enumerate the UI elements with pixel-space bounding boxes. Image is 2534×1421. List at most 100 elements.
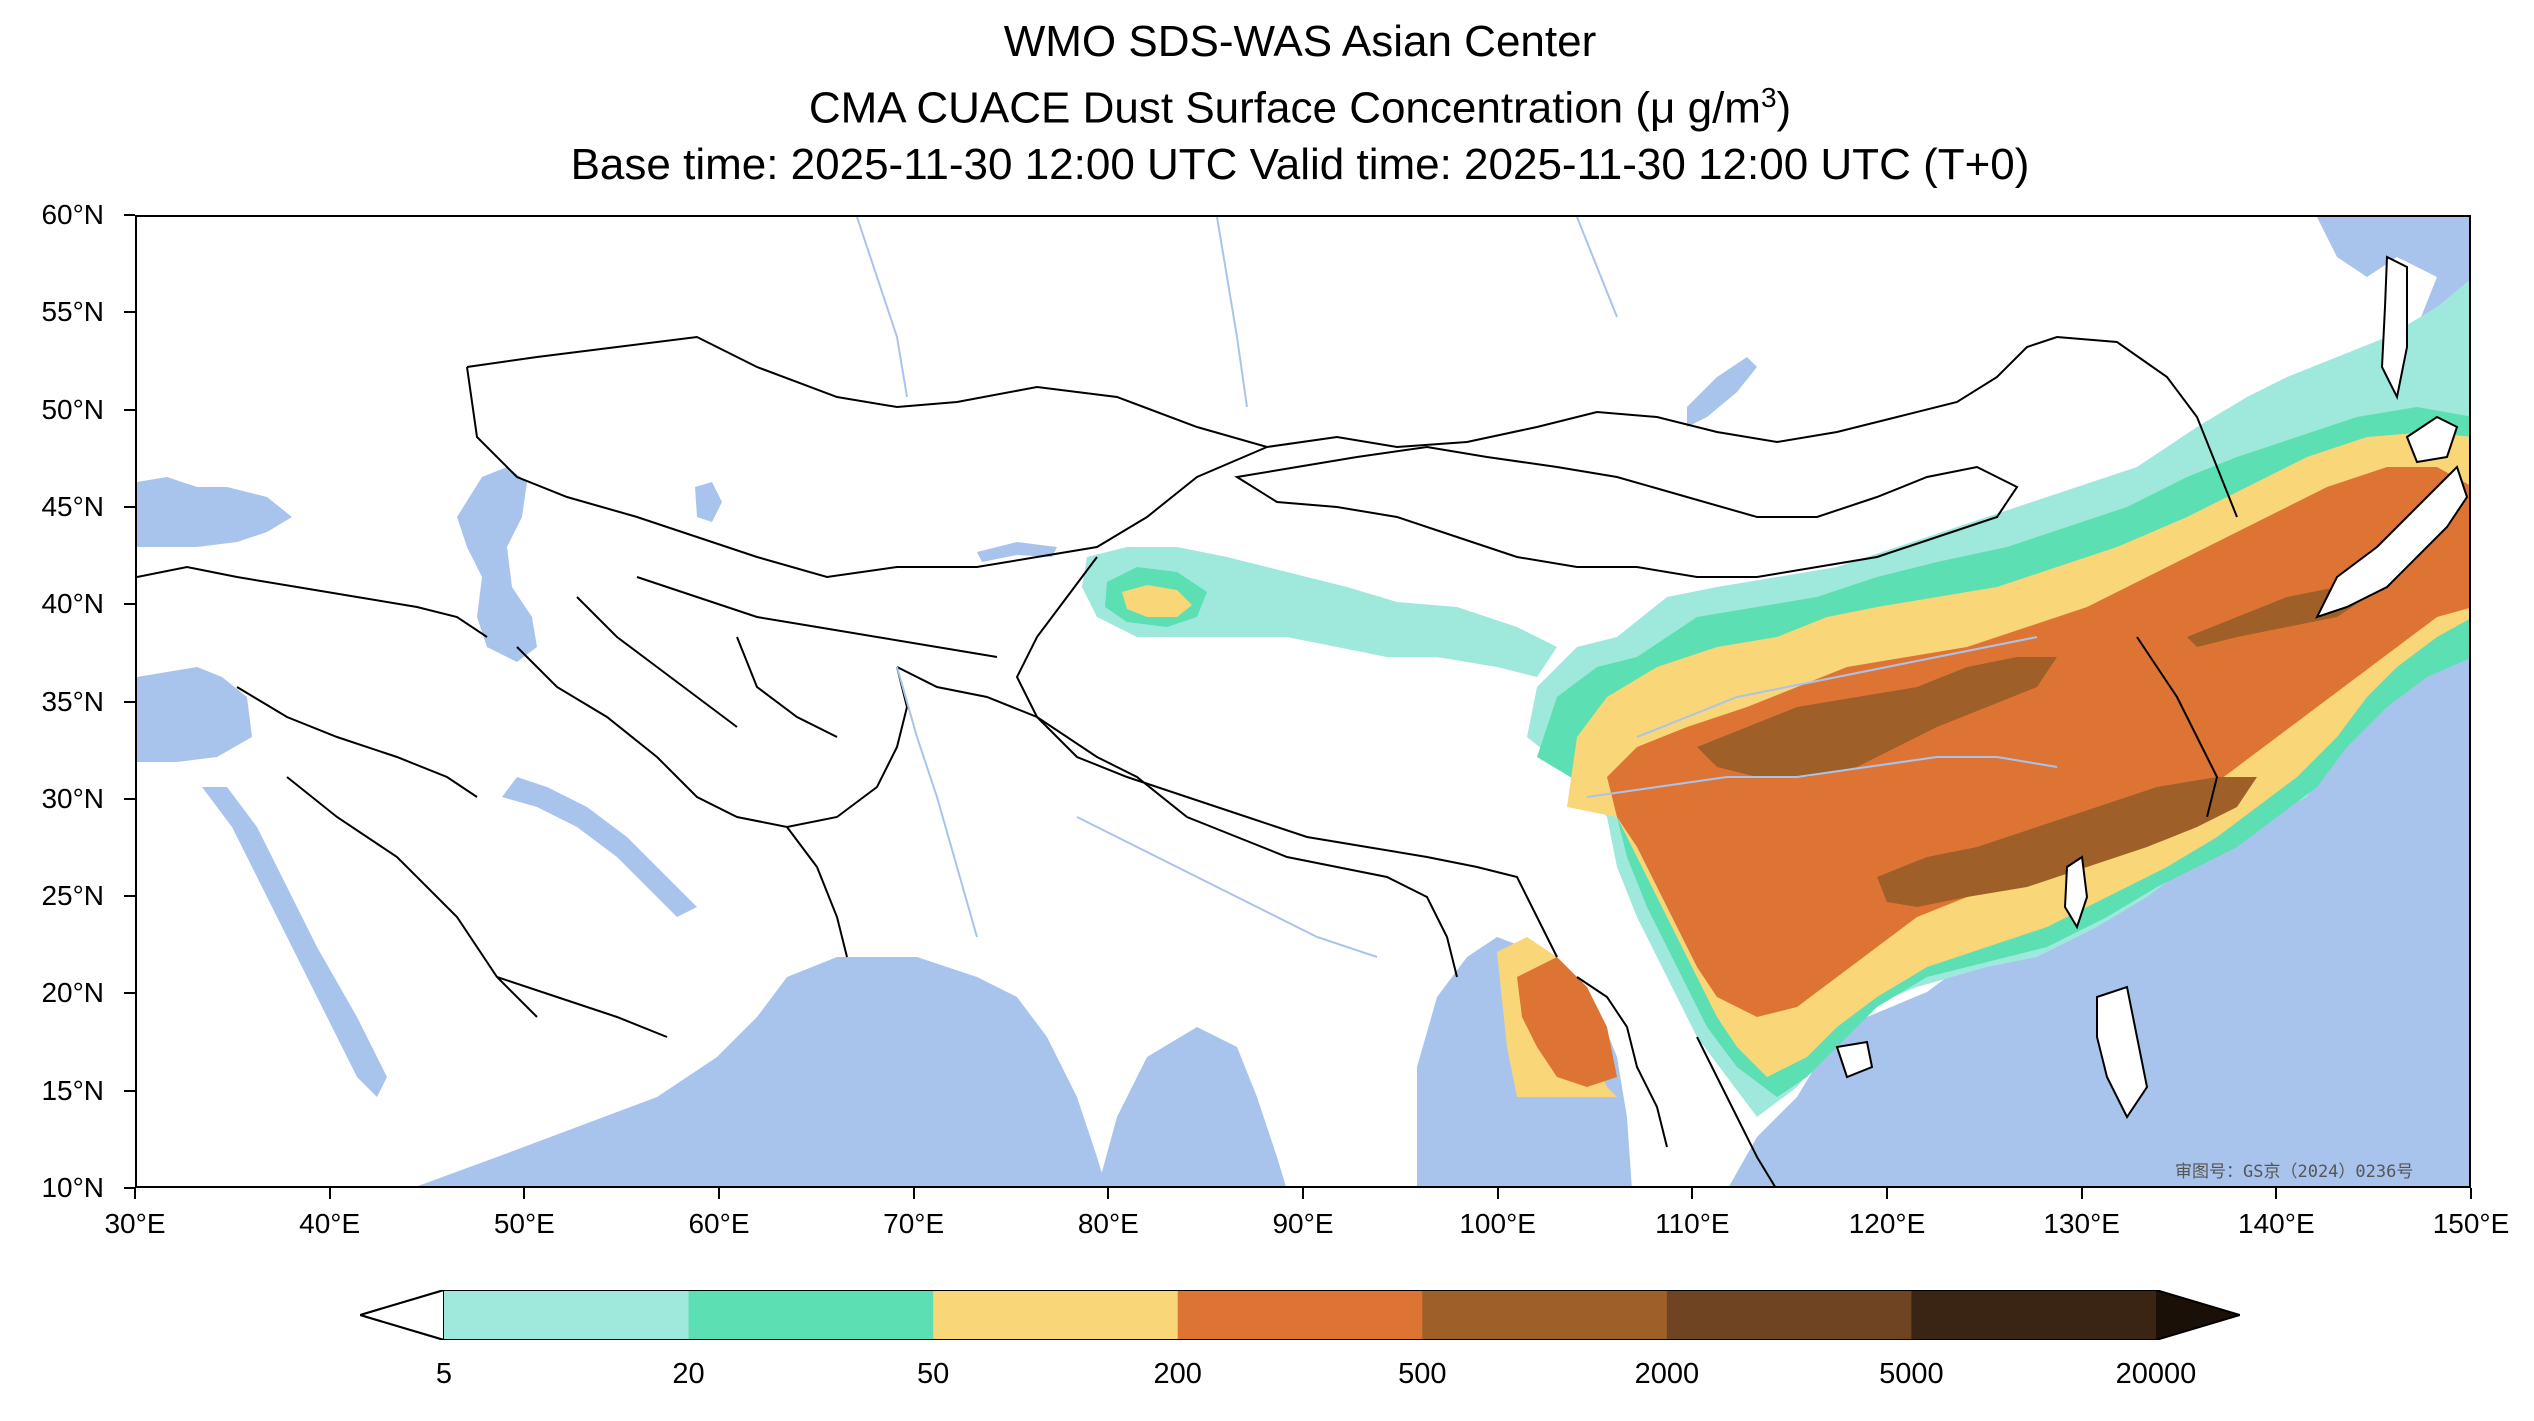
colorbar-segment <box>1911 1290 2157 1340</box>
dust-level-500 <box>1697 587 2367 907</box>
map-canvas[interactable] <box>137 217 2471 1188</box>
red-sea <box>202 787 387 1097</box>
title-line-3: Base time: 2025-11-30 12:00 UTC Valid ti… <box>570 139 2030 189</box>
lon-tick-label: 30°E <box>104 1208 166 1239</box>
title-unit: μ g/m <box>1650 83 1761 133</box>
colorbar <box>360 1290 2240 1340</box>
lon-tick-label: 100°E <box>1459 1208 1536 1239</box>
japan-hokkaido <box>2405 415 2459 464</box>
lat-tick-mark <box>124 408 135 411</box>
lat-tick-label: 20°N <box>41 977 104 1009</box>
arabian-sea-east <box>1098 1027 1286 1186</box>
hainan <box>1835 1040 1874 1079</box>
india-border <box>896 666 1458 978</box>
lon-tick-mark <box>1496 1188 1499 1199</box>
colorbar-segment <box>688 1290 934 1340</box>
ob-river <box>856 217 908 398</box>
lat-tick-label: 35°N <box>41 685 104 717</box>
lake-balkhash <box>977 542 1057 562</box>
lat-tick-mark <box>124 1187 135 1189</box>
title-block: WMO SDS-WAS Asian Center CMA CUACE Dust … <box>0 14 2534 193</box>
persian-gulf <box>502 777 697 917</box>
lat-tick-mark <box>124 797 135 800</box>
lon-tick-mark <box>1302 1188 1304 1199</box>
aral-sea <box>695 482 722 522</box>
dust-level-50-tarim <box>1122 585 1192 617</box>
lon-tick-mark <box>1886 1188 1888 1199</box>
lat-tick-label: 45°N <box>41 490 104 522</box>
lake-baikal <box>1687 357 1757 427</box>
arabian-sea <box>417 957 1106 1186</box>
lena-river <box>1576 217 1618 318</box>
colorbar-under-arrow <box>360 1290 445 1340</box>
lon-tick-mark <box>1691 1188 1694 1199</box>
lat-tick-label: 60°N <box>41 199 104 230</box>
lat-tick-mark <box>124 311 135 314</box>
indochina-borders <box>1576 976 1776 1186</box>
lon-tick-label: 130°E <box>2043 1208 2120 1239</box>
china-west-border <box>1015 556 1558 958</box>
lon-tick-label: 50°E <box>493 1208 555 1239</box>
colorbar-segment <box>444 1290 690 1340</box>
lon-tick-mark <box>1107 1188 1110 1199</box>
country-borders <box>137 335 2238 1186</box>
colorbar-level-label: 20000 <box>2115 1358 2197 1390</box>
yangtze-river <box>1586 756 2058 798</box>
lon-tick-label: 60°E <box>688 1208 750 1239</box>
philippines-luzon <box>2096 985 2149 1119</box>
lon-tick-mark <box>134 1188 136 1199</box>
lon-tick-label: 140°E <box>2238 1208 2315 1239</box>
lon-tick-label: 120°E <box>1848 1208 1926 1239</box>
title-line-2-suffix: ) <box>1776 83 1792 133</box>
colorbar-level-label: 500 <box>1398 1358 1447 1390</box>
russia-southern-border <box>466 335 2238 518</box>
turkey-border <box>137 565 488 638</box>
lon-tick-label: 150°E <box>2432 1208 2510 1239</box>
central-asia-borders <box>576 576 998 738</box>
islands <box>1835 255 2469 1119</box>
indus-river <box>896 666 978 938</box>
lon-tick-mark <box>2275 1188 2278 1199</box>
lon-tick-mark <box>2080 1188 2083 1199</box>
colorbar-level-label: 20 <box>672 1358 705 1390</box>
colorbar-segment <box>1422 1290 1668 1340</box>
iran-afghan-pak-borders <box>516 646 909 958</box>
map-approval-number: 审图号：GS京（2024）0236号 <box>2175 1162 2414 1182</box>
lat-tick-label: 30°N <box>41 782 104 814</box>
lon-tick-label: 90°E <box>1272 1208 1334 1239</box>
okhotsk-sea <box>2317 217 2469 295</box>
sakhalin <box>2380 255 2408 401</box>
lon-tick-mark <box>912 1188 915 1199</box>
lon-tick-label: 40°E <box>299 1208 361 1239</box>
lon-tick-mark <box>523 1188 526 1199</box>
map-frame[interactable] <box>135 215 2471 1188</box>
korea-border <box>2136 636 2219 818</box>
kazakhstan-border <box>466 366 1268 579</box>
mongolia-border <box>1234 445 2019 578</box>
title-line-1: WMO SDS-WAS Asian Center <box>1003 17 1597 66</box>
japan-honshu <box>2315 465 2469 619</box>
lon-tick-label: 70°E <box>883 1208 945 1239</box>
lat-tick-label: 50°N <box>41 393 104 425</box>
ganges-river <box>1076 816 1378 958</box>
lat-tick-mark <box>124 992 135 995</box>
dust-level-5-tarim <box>1082 547 1557 677</box>
lon-tick-mark <box>2470 1188 2472 1199</box>
yellow-river <box>1636 636 2038 738</box>
lat-tick-mark <box>124 214 135 216</box>
colorbar-level-label: 200 <box>1153 1358 1202 1390</box>
colorbar-level-label: 2000 <box>1634 1358 1700 1390</box>
colorbar-level-label: 5 <box>435 1358 453 1390</box>
dust-contours <box>1082 280 2469 1117</box>
lat-tick-label: 55°N <box>41 296 104 328</box>
title-unit-superscript: 3 <box>1760 82 1777 113</box>
lat-tick-mark <box>124 603 135 606</box>
pacific-ocean <box>1729 317 2469 1186</box>
caspian-sea <box>457 467 537 662</box>
lat-tick-mark <box>124 700 135 703</box>
lon-tick-label: 80°E <box>1077 1208 1139 1239</box>
black-sea <box>137 477 292 547</box>
lon-tick-label: 110°E <box>1655 1208 1730 1239</box>
colorbar-level-label: 50 <box>917 1358 950 1390</box>
yenisei-river <box>1216 217 1248 408</box>
